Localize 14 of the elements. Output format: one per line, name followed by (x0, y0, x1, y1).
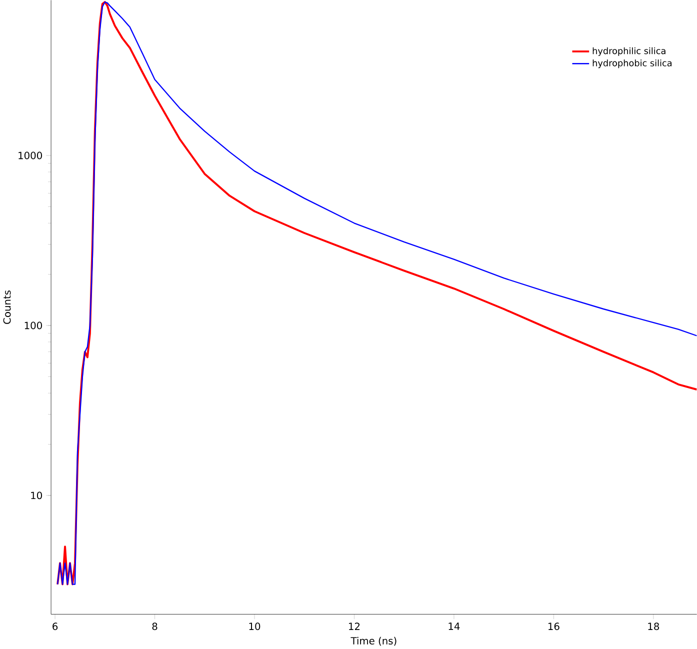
y-axis-title: Counts (3, 290, 11, 324)
y-tick-label: 10 (31, 492, 42, 500)
x-tick-label: 6 (52, 622, 58, 630)
x-tick-label: 16 (548, 622, 560, 630)
x-tick-label: 8 (152, 622, 158, 630)
x-axis-title: Time (ns) (350, 636, 396, 646)
x-tick-label: 14 (448, 622, 460, 630)
x-tick-label: 10 (249, 622, 260, 630)
legend-label: hydrophobic silica (592, 59, 672, 68)
x-tick-label: 18 (648, 622, 660, 630)
y-tick-label: 1000 (18, 152, 42, 160)
y-tick-label: 100 (24, 322, 42, 330)
legend-label: hydrophilic silica (592, 47, 666, 56)
x-tick-label: 12 (349, 622, 360, 630)
